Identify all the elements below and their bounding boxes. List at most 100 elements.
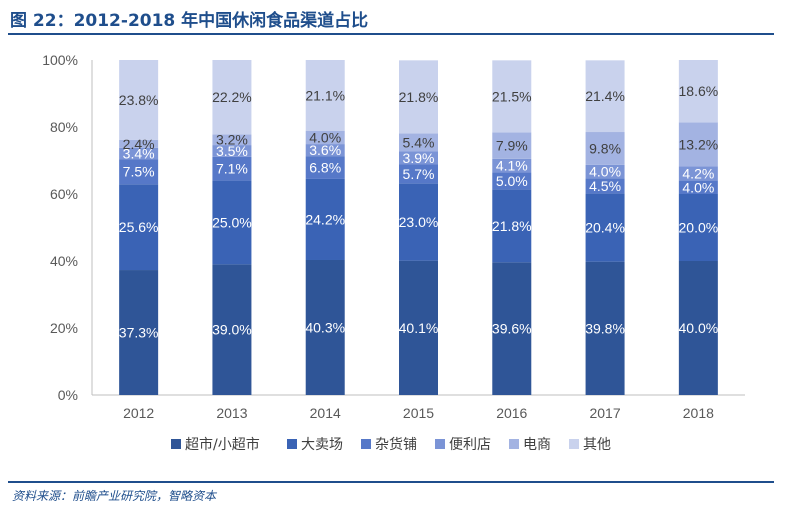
bar-segment xyxy=(492,172,532,190)
bar-segment xyxy=(678,180,718,194)
bar-segment xyxy=(119,139,159,148)
bar-segment xyxy=(585,193,625,262)
bar-segment xyxy=(678,194,718,261)
bar-segment xyxy=(585,178,625,194)
data-label: 22.2% xyxy=(212,89,252,105)
data-label: 6.8% xyxy=(309,160,341,176)
data-label: 23.8% xyxy=(119,92,159,108)
bar-segment xyxy=(492,189,532,263)
legend-label: 杂货铺 xyxy=(375,436,417,453)
legend-swatch xyxy=(171,439,181,449)
data-label: 18.6% xyxy=(679,83,719,99)
bar-segment xyxy=(399,164,438,184)
data-label: 25.0% xyxy=(212,214,252,230)
x-tick-label: 2017 xyxy=(589,405,620,421)
data-label: 40.1% xyxy=(399,320,439,336)
bar-segment xyxy=(492,60,532,133)
x-tick-label: 2013 xyxy=(216,405,247,421)
legend-swatch xyxy=(361,439,371,449)
legend-label: 电商 xyxy=(523,437,551,453)
bar-segment xyxy=(212,156,252,181)
data-label: 7.9% xyxy=(496,138,528,154)
legend-label: 大卖场 xyxy=(301,437,343,453)
bar-segment xyxy=(585,261,625,395)
data-label: 37.3% xyxy=(119,325,159,341)
bar-segment xyxy=(305,259,345,395)
bar-segment xyxy=(119,60,159,140)
legend-swatch xyxy=(569,439,579,449)
source-divider xyxy=(8,481,774,483)
bar-segment xyxy=(585,60,625,133)
bar-segment xyxy=(399,151,438,165)
data-label: 40.3% xyxy=(305,319,345,335)
legend-swatch xyxy=(435,439,445,449)
data-label: 3.9% xyxy=(403,150,435,166)
bar-segment xyxy=(678,261,718,395)
data-label: 3.6% xyxy=(309,142,341,158)
bar-segment xyxy=(305,178,345,260)
chart-title: 图 22：2012-2018 年中国休闲食品渠道占比 xyxy=(10,11,369,31)
y-tick-label: 80% xyxy=(50,119,78,135)
bar-segment xyxy=(492,158,532,173)
data-label: 24.2% xyxy=(305,211,345,227)
bar-segment xyxy=(678,166,718,181)
legend-label: 超市/小超市 xyxy=(185,436,260,453)
data-label: 4.0% xyxy=(589,164,621,180)
data-label: 3.5% xyxy=(216,143,248,159)
data-label: 5.4% xyxy=(403,134,435,150)
data-label: 39.6% xyxy=(492,321,532,337)
data-label: 5.7% xyxy=(403,166,435,182)
x-tick-label: 2012 xyxy=(123,405,154,421)
data-label: 20.0% xyxy=(679,220,719,236)
data-label: 21.8% xyxy=(399,89,439,105)
data-label: 4.0% xyxy=(309,129,341,145)
data-label: 21.4% xyxy=(585,88,625,104)
data-label: 7.5% xyxy=(123,164,155,180)
bar-segment xyxy=(212,264,252,395)
bar-segment xyxy=(119,270,159,395)
data-label: 20.4% xyxy=(585,220,625,236)
bar-segment xyxy=(399,133,438,152)
bar-segment xyxy=(119,147,159,160)
title-divider xyxy=(8,33,774,35)
y-tick-label: 100% xyxy=(42,52,78,68)
bar-segment xyxy=(305,156,345,179)
bar-segment xyxy=(305,130,345,145)
bar-segment xyxy=(212,134,252,146)
data-label: 39.0% xyxy=(212,322,252,338)
data-label: 21.5% xyxy=(492,88,532,104)
bar-segment xyxy=(119,184,159,271)
bar-segment xyxy=(119,159,159,185)
bar-segment xyxy=(492,132,532,159)
legend-label: 便利店 xyxy=(449,437,491,453)
data-label: 5.0% xyxy=(496,173,528,189)
bar-segment xyxy=(399,260,438,395)
x-tick-label: 2014 xyxy=(310,405,341,421)
bar-segment xyxy=(305,60,345,131)
data-label: 4.2% xyxy=(682,166,714,182)
x-tick-label: 2016 xyxy=(496,405,527,421)
bar-segment xyxy=(212,145,252,157)
data-label: 3.4% xyxy=(123,145,155,161)
data-label: 23.0% xyxy=(399,214,439,230)
legend-swatch xyxy=(287,439,297,449)
bar-segment xyxy=(305,144,345,157)
x-tick-label: 2015 xyxy=(403,405,434,421)
y-tick-label: 20% xyxy=(50,320,78,336)
bar-segment xyxy=(678,122,718,167)
bar-segment xyxy=(678,60,718,123)
bar-segment xyxy=(585,164,625,179)
data-label: 2.4% xyxy=(123,136,155,152)
data-label: 39.8% xyxy=(585,320,625,336)
data-label: 4.5% xyxy=(589,178,621,194)
y-tick-label: 40% xyxy=(50,253,78,269)
bar-segment xyxy=(212,180,252,265)
data-label: 4.1% xyxy=(496,158,528,174)
source-note: 资料来源：前瞻产业研究院，智略资本 xyxy=(12,489,217,503)
data-label: 40.0% xyxy=(679,320,719,336)
y-tick-label: 0% xyxy=(58,387,78,403)
bar-segment xyxy=(399,183,438,261)
data-label: 21.8% xyxy=(492,218,532,234)
bar-segment xyxy=(212,60,252,135)
data-label: 3.2% xyxy=(216,132,248,148)
